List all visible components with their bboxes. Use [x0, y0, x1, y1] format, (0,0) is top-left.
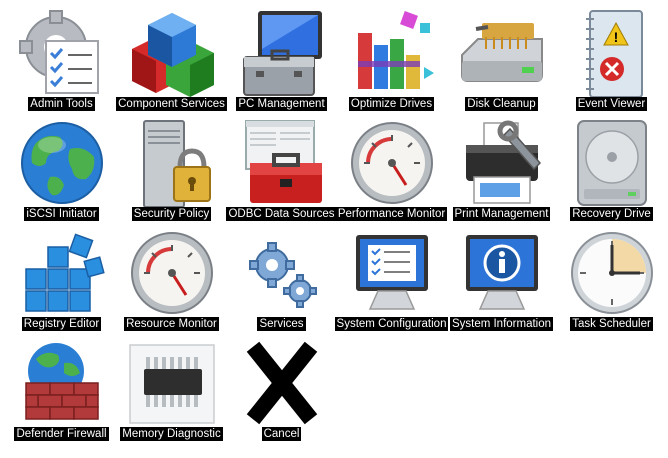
memory-chip-icon [124, 338, 220, 430]
tile-label: Memory Diagnostic [120, 427, 223, 441]
tile-admin-tools[interactable]: Admin Tools [6, 8, 117, 118]
tile-odbc-data-sources[interactable]: ODBC Data Sources [226, 118, 337, 228]
tile-system-configuration[interactable]: System Configuration [334, 228, 449, 338]
globe-icon [14, 118, 110, 210]
tile-resource-monitor[interactable]: Resource Monitor [116, 228, 227, 338]
tile-services[interactable]: Services [226, 228, 337, 338]
tile-label: Event Viewer [575, 97, 648, 111]
tile-label: Services [257, 317, 306, 331]
tile-label: Performance Monitor [335, 207, 448, 221]
tile-label: Component Services [116, 97, 227, 111]
cancel-x-icon [234, 338, 330, 430]
tile-label: Task Scheduler [570, 317, 653, 331]
tile-task-scheduler[interactable]: Task Scheduler [556, 228, 667, 338]
registry-cubes-icon [14, 228, 110, 320]
tile-label: Registry Editor [21, 317, 102, 331]
clock-icon [564, 228, 660, 320]
tile-label: Disk Cleanup [465, 97, 538, 111]
tile-optimize-drives[interactable]: Optimize Drives [336, 8, 447, 118]
tile-label: Resource Monitor [124, 317, 219, 331]
tile-print-management[interactable]: Print Management [446, 118, 557, 228]
admin-tools-icon [14, 8, 110, 100]
tile-label: Optimize Drives [348, 97, 435, 111]
gears-icon [234, 228, 330, 320]
gauge-icon [124, 228, 220, 320]
tile-label: Admin Tools [28, 97, 95, 111]
tile-disk-cleanup[interactable]: Disk Cleanup [446, 8, 557, 118]
printer-icon [454, 118, 550, 210]
monitor-checklist-icon [344, 228, 440, 320]
tile-label: Print Management [452, 207, 551, 221]
security-policy-icon [124, 118, 220, 210]
svg-text:!: ! [613, 29, 618, 45]
event-viewer-icon: ! [564, 8, 660, 100]
component-services-icon [124, 8, 220, 100]
tile-label: ODBC Data Sources [226, 207, 337, 221]
tile-pc-management[interactable]: PC Management [226, 8, 337, 118]
tile-memory-diagnostic[interactable]: Memory Diagnostic [116, 338, 227, 448]
drive-icon [564, 118, 660, 210]
tile-recovery-drive[interactable]: Recovery Drive [556, 118, 667, 228]
tile-security-policy[interactable]: Security Policy [116, 118, 227, 228]
tile-component-services[interactable]: Component Services [116, 8, 227, 118]
tile-label: System Configuration [334, 317, 449, 331]
tile-label: System Information [449, 317, 554, 331]
monitor-info-icon [454, 228, 550, 320]
gauge-icon [344, 118, 440, 210]
pc-management-icon [234, 8, 330, 100]
toolbox-icon [234, 118, 330, 210]
tile-iscsi-initiator[interactable]: iSCSI Initiator [6, 118, 117, 228]
tile-system-information[interactable]: System Information [446, 228, 557, 338]
firewall-icon [14, 338, 110, 430]
tile-event-viewer[interactable]: ! Event Viewer [556, 8, 667, 118]
tile-performance-monitor[interactable]: Performance Monitor [335, 118, 448, 228]
cancel-button[interactable]: Cancel [226, 338, 337, 448]
tile-label: PC Management [236, 97, 327, 111]
tile-label: iSCSI Initiator [24, 207, 99, 221]
tile-label: Recovery Drive [570, 207, 653, 221]
cancel-label: Cancel [261, 427, 302, 441]
tile-label: Security Policy [131, 207, 212, 221]
tile-label: Defender Firewall [14, 427, 109, 441]
tile-defender-firewall[interactable]: Defender Firewall [6, 338, 117, 448]
optimize-drives-icon [344, 8, 440, 100]
disk-cleanup-icon [454, 8, 550, 100]
tile-registry-editor[interactable]: Registry Editor [6, 228, 117, 338]
